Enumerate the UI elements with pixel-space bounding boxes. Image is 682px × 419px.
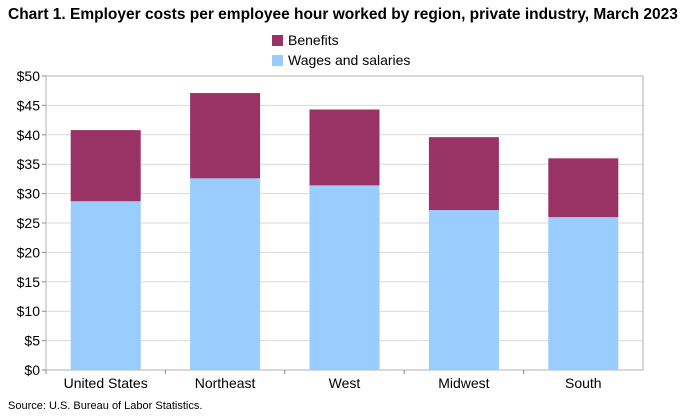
y-tick-label: $35 [17, 156, 41, 172]
y-tick-label: $30 [17, 186, 41, 202]
bar-benefits [428, 137, 499, 211]
legend-swatch-benefits [272, 34, 283, 46]
bar-wages-and-salaries [309, 185, 380, 370]
bar-benefits [309, 109, 380, 186]
x-tick-label: Northeast [195, 375, 256, 391]
y-tick-label: $25 [17, 215, 41, 231]
legend-label-wages: Wages and salaries [288, 52, 411, 68]
y-tick-label: $15 [17, 274, 41, 290]
y-tick-label: $40 [17, 127, 41, 143]
y-tick-label: $50 [17, 68, 41, 84]
y-tick-label: $0 [24, 362, 40, 378]
legend: Benefits Wages and salaries [272, 30, 410, 70]
bar-wages-and-salaries [548, 217, 619, 370]
y-tick-label: $20 [17, 244, 41, 260]
x-tick-label: West [329, 375, 361, 391]
bar-benefits [70, 130, 141, 202]
bar-wages-and-salaries [428, 210, 499, 370]
y-tick-label: $10 [17, 303, 41, 319]
legend-item-benefits: Benefits [272, 30, 410, 50]
legend-item-wages: Wages and salaries [272, 50, 410, 70]
x-tick-label: Midwest [438, 375, 489, 391]
x-tick-label: United States [64, 375, 148, 391]
bar-benefits [548, 158, 619, 218]
bar-wages-and-salaries [190, 178, 261, 370]
x-tick-label: South [565, 375, 602, 391]
legend-label-benefits: Benefits [288, 32, 339, 48]
y-tick-label: $5 [24, 333, 40, 349]
bar-benefits [190, 93, 261, 179]
chart-title: Chart 1. Employer costs per employee hou… [8, 6, 678, 23]
y-tick-label: $45 [17, 97, 41, 113]
bar-wages-and-salaries [70, 201, 141, 370]
legend-swatch-wages [272, 54, 283, 66]
source-note: Source: U.S. Bureau of Labor Statistics. [8, 400, 203, 412]
